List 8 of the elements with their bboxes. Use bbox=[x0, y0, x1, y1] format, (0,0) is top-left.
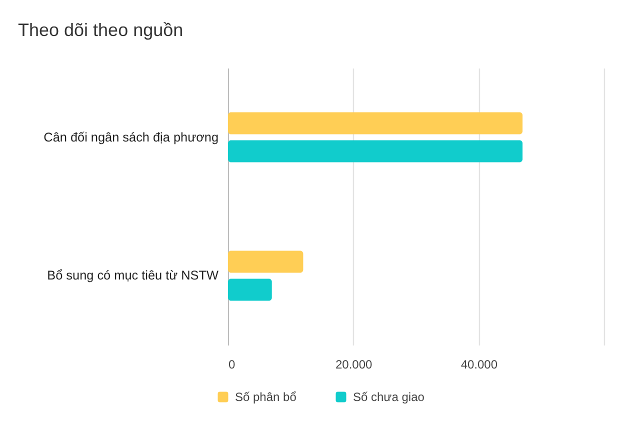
chart-title: Theo dõi theo nguồn bbox=[18, 20, 184, 40]
y-tick-label: Bổ sung có mục tiêu từ NSTW bbox=[47, 268, 219, 283]
y-tick-label: Cân đối ngân sách địa phương bbox=[44, 130, 218, 144]
legend-label: Số chưa giao bbox=[353, 390, 425, 404]
x-tick-label: 0 bbox=[228, 358, 236, 372]
x-tick-label: 20.000 bbox=[335, 358, 373, 372]
legend-label: Số phân bổ bbox=[235, 390, 297, 404]
x-tick-label: 40.000 bbox=[460, 358, 498, 372]
